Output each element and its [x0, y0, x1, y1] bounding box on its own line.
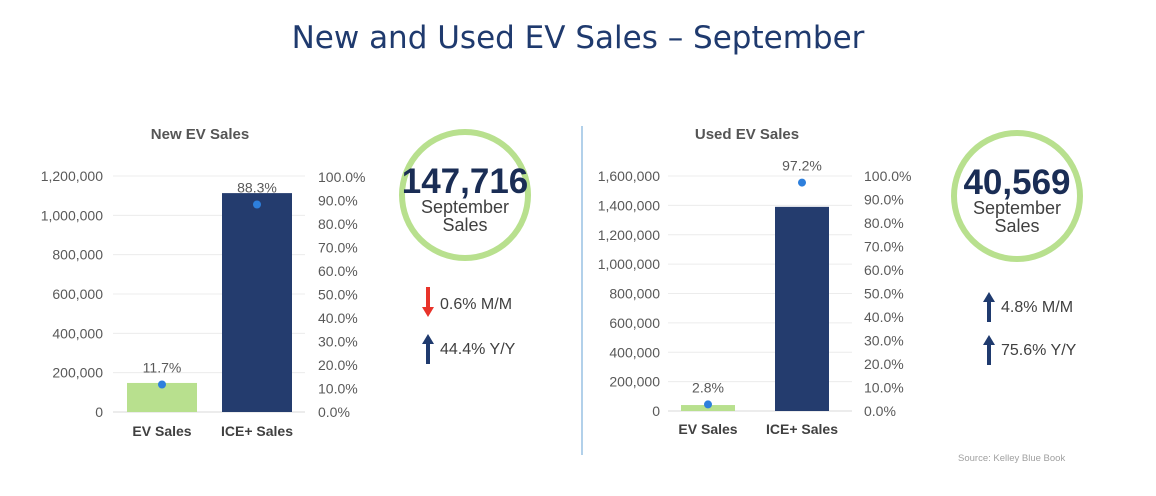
share-data-label: 88.3%: [237, 179, 277, 195]
y-tick-label: 0: [95, 404, 103, 420]
y2-tick-label: 0.0%: [318, 404, 350, 420]
bar-ice-sales: [222, 193, 292, 412]
y-tick-label: 200,000: [52, 365, 103, 381]
arrow-down-icon: [422, 287, 434, 317]
y-tick-label: 1,000,000: [41, 207, 103, 223]
y-tick-label: 600,000: [52, 286, 103, 302]
share-data-label: 2.8%: [692, 379, 724, 395]
arrow-up-icon: [983, 292, 995, 322]
kpi-value: 147,716: [402, 162, 529, 201]
y2-tick-label: 10.0%: [864, 380, 904, 396]
y2-tick-label: 100.0%: [864, 168, 911, 184]
kpi-ring: [951, 130, 1083, 262]
y2-tick-label: 100.0%: [318, 169, 365, 185]
y-tick-label: 0: [652, 403, 660, 419]
y2-tick-label: 30.0%: [318, 334, 358, 350]
kpi-value: 40,569: [963, 163, 1070, 202]
y2-tick-label: 40.0%: [318, 310, 358, 326]
share-point: [158, 380, 166, 389]
y-tick-label: 1,000,000: [598, 256, 660, 272]
share-data-label: 11.7%: [143, 360, 182, 376]
y2-tick-label: 60.0%: [864, 262, 904, 278]
share-data-label: 97.2%: [782, 158, 822, 174]
change-text: 75.6% Y/Y: [1001, 342, 1077, 359]
y2-tick-label: 90.0%: [318, 193, 358, 209]
y-tick-label: 1,600,000: [598, 168, 660, 184]
chart-title: New EV Sales: [151, 126, 249, 143]
category-label: EV Sales: [678, 421, 737, 437]
y2-tick-label: 90.0%: [864, 192, 904, 208]
kpi-label: Sales: [994, 216, 1039, 236]
arrow-up-icon: [422, 334, 434, 364]
change-text: 4.8% M/M: [1001, 299, 1073, 316]
kpi-label: Sales: [442, 215, 487, 235]
y2-tick-label: 0.0%: [864, 403, 896, 419]
kpi-label: September: [973, 198, 1061, 218]
y-tick-label: 200,000: [609, 374, 660, 390]
bar-ice-sales: [775, 206, 829, 411]
y2-tick-label: 80.0%: [318, 216, 358, 232]
y2-tick-label: 60.0%: [318, 263, 358, 279]
y2-tick-label: 50.0%: [864, 286, 904, 302]
share-point: [704, 400, 712, 409]
change-text: 0.6% M/M: [440, 296, 512, 313]
y-tick-label: 1,200,000: [41, 168, 103, 184]
y2-tick-label: 20.0%: [864, 356, 904, 372]
kpi-ring: [399, 129, 531, 261]
y2-tick-label: 10.0%: [318, 381, 358, 397]
y-tick-label: 800,000: [609, 286, 660, 302]
y-tick-label: 400,000: [609, 344, 660, 360]
y-tick-label: 600,000: [609, 315, 660, 331]
y2-tick-label: 20.0%: [318, 357, 358, 373]
y2-tick-label: 50.0%: [318, 287, 358, 303]
kpi-label: September: [421, 197, 509, 217]
y2-tick-label: 70.0%: [318, 240, 358, 256]
share-point: [253, 200, 261, 209]
category-label: ICE+ Sales: [221, 423, 293, 439]
chart-title: Used EV Sales: [695, 126, 799, 143]
share-point: [798, 178, 806, 187]
y2-tick-label: 80.0%: [864, 215, 904, 231]
y2-tick-label: 30.0%: [864, 333, 904, 349]
y-tick-label: 800,000: [52, 247, 103, 263]
y2-tick-label: 70.0%: [864, 239, 904, 255]
y2-tick-label: 40.0%: [864, 309, 904, 325]
y-tick-label: 1,400,000: [598, 197, 660, 213]
arrow-up-icon: [983, 335, 995, 365]
source-note: Source: Kelley Blue Book: [958, 453, 1065, 464]
y-tick-label: 400,000: [52, 325, 103, 341]
category-label: ICE+ Sales: [766, 421, 838, 437]
category-label: EV Sales: [132, 423, 191, 439]
page-title: New and Used EV Sales – September: [291, 20, 865, 56]
y-tick-label: 1,200,000: [598, 227, 660, 243]
change-text: 44.4% Y/Y: [440, 341, 516, 358]
